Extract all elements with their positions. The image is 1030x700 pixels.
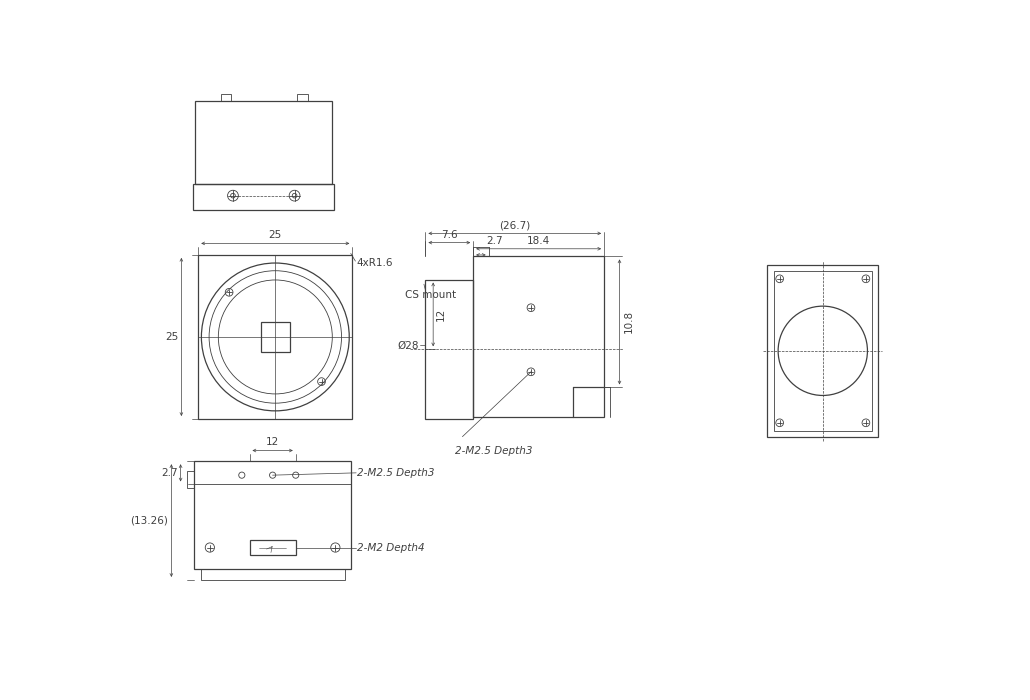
Text: 25: 25 (165, 332, 178, 342)
Bar (774, 271, 872, 430)
Bar (220, 94, 232, 101)
Text: 18.4: 18.4 (527, 237, 550, 246)
Text: 2.7: 2.7 (161, 468, 177, 478)
Text: 25: 25 (269, 230, 282, 240)
Bar (297, 94, 308, 101)
Text: 2-M2 Depth4: 2-M2 Depth4 (357, 542, 424, 552)
Text: (26.7): (26.7) (500, 220, 530, 230)
Bar (186, 471, 195, 489)
Text: 2-M2.5 Depth3: 2-M2.5 Depth3 (454, 446, 533, 456)
Text: 7.6: 7.6 (441, 230, 457, 240)
Text: (13.26): (13.26) (131, 516, 168, 526)
Bar (196, 101, 333, 184)
Bar (199, 255, 352, 419)
Text: 2.7: 2.7 (486, 236, 503, 246)
Bar (473, 256, 605, 416)
Text: 12: 12 (266, 438, 279, 447)
Bar (261, 322, 289, 351)
Text: 10.8: 10.8 (623, 310, 633, 333)
Bar (201, 569, 345, 580)
Bar (425, 279, 473, 419)
Text: 2-M2.5 Depth3: 2-M2.5 Depth3 (357, 468, 435, 478)
Bar (767, 265, 879, 437)
Bar (195, 461, 351, 569)
Text: CS mount: CS mount (405, 290, 456, 300)
Text: 4xR1.6: 4xR1.6 (356, 258, 392, 267)
Text: 12: 12 (437, 308, 446, 321)
Bar (249, 540, 296, 555)
Text: Ø28: Ø28 (398, 340, 419, 351)
Bar (193, 184, 334, 209)
